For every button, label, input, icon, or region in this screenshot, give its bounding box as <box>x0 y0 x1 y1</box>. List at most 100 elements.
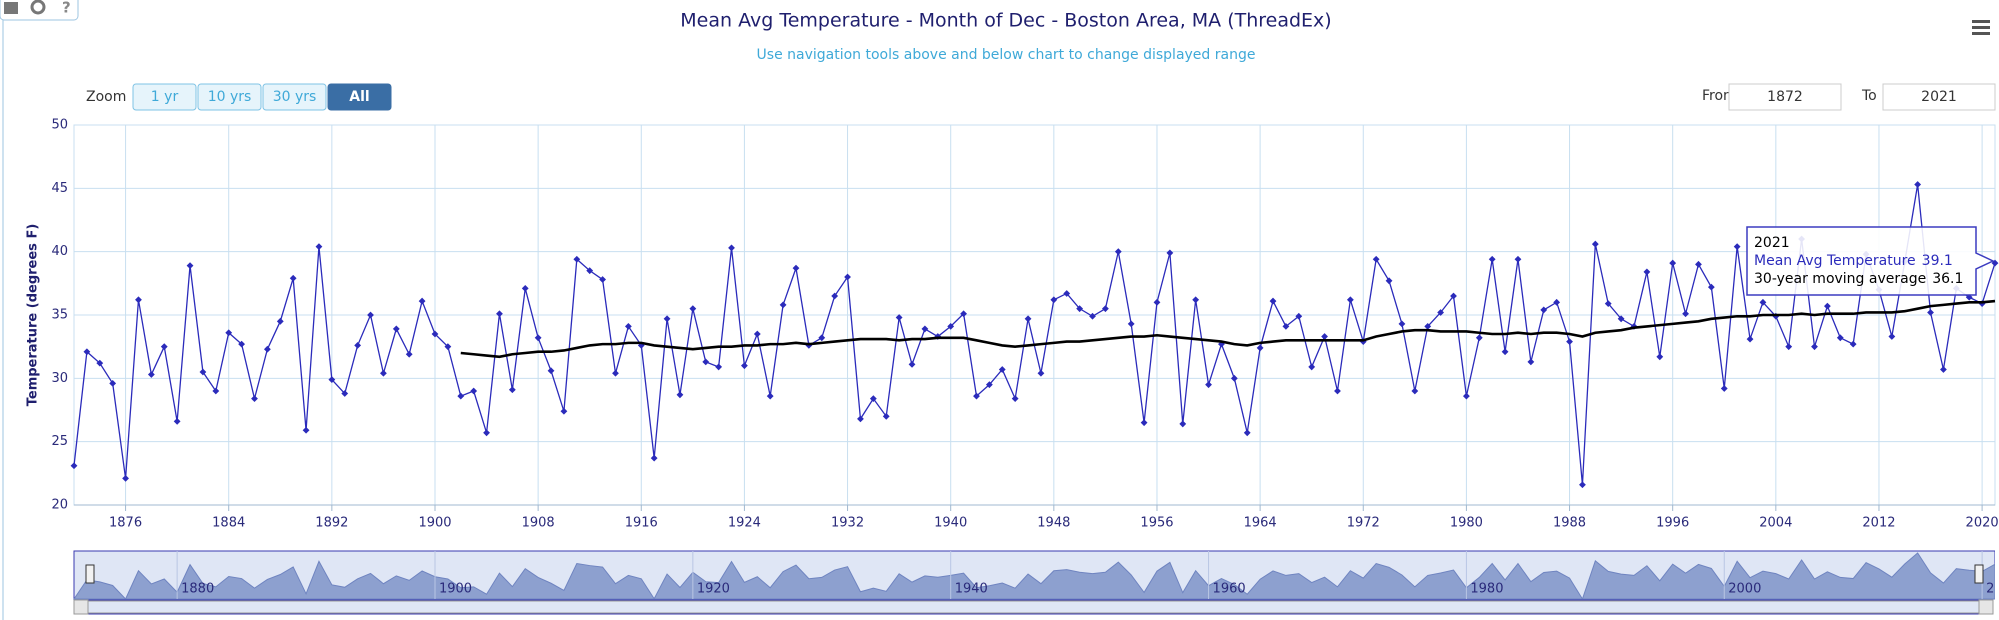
data-point <box>998 366 1006 373</box>
data-point <box>1682 310 1689 318</box>
data-point <box>1424 323 1432 330</box>
data-point <box>483 429 490 437</box>
x-tick-label: 1924 <box>728 516 761 531</box>
data-point <box>341 390 349 397</box>
data-point <box>844 273 851 281</box>
navigator-area <box>73 552 1996 601</box>
data-point <box>882 412 890 420</box>
tooltip-box <box>1746 226 1995 296</box>
menu-bar <box>1972 26 1990 29</box>
scrollbar-thumb[interactable] <box>87 600 1980 614</box>
data-point <box>1411 387 1419 395</box>
zoom-button-label[interactable]: 30 yrs <box>273 89 317 105</box>
scrollbar-right-arrow[interactable] <box>1978 599 1994 615</box>
data-point <box>895 314 903 321</box>
data-point <box>857 415 864 423</box>
tooltip-header: 2021 <box>1754 235 1790 251</box>
zoom-button[interactable] <box>197 83 262 111</box>
navigator-handle[interactable] <box>85 564 95 584</box>
data-point <box>135 296 142 304</box>
data-point <box>1643 268 1651 276</box>
y-tick-label: 25 <box>51 434 68 449</box>
data-point <box>1179 420 1187 428</box>
y-tick-label: 30 <box>51 371 68 386</box>
data-point <box>728 244 735 252</box>
data-point <box>1823 302 1831 310</box>
data-point <box>1321 333 1328 340</box>
data-point <box>1334 387 1341 395</box>
x-tick-label: 1908 <box>522 516 555 531</box>
scrollbar-left-arrow[interactable] <box>73 599 89 615</box>
data-point <box>1166 249 1174 257</box>
data-point <box>186 262 194 269</box>
data-point <box>457 392 465 400</box>
zoom-button[interactable] <box>262 83 327 111</box>
tooltip: 2021 Mean Avg Temperature 39.1 30-year movi… <box>1746 226 1995 296</box>
from-input[interactable] <box>1728 83 1842 111</box>
tooltip-value: 39.1 <box>1922 253 1953 269</box>
data-point <box>470 387 478 395</box>
toolbar: ? <box>0 0 79 21</box>
y-tick-label: 20 <box>51 498 68 513</box>
data-point <box>1488 255 1496 263</box>
y-axis-label: Temperature (degrees F) <box>26 224 41 407</box>
data-point <box>1192 296 1200 304</box>
data-point <box>831 292 839 300</box>
menu-icon[interactable] <box>1972 20 1990 35</box>
x-tick-label: 1932 <box>831 516 864 531</box>
data-point <box>276 317 284 325</box>
data-point <box>1140 419 1148 427</box>
data-point <box>508 386 516 394</box>
settings-icon[interactable] <box>30 0 46 15</box>
data-point <box>1450 292 1457 300</box>
chart-title: Mean Avg Temperature - Month of Dec - Bo… <box>680 10 1331 32</box>
data-point <box>1102 305 1109 313</box>
data-point <box>741 362 748 370</box>
navigator-tick-label: 1900 <box>439 582 472 597</box>
data-point <box>1024 315 1032 323</box>
series-line <box>460 299 1996 359</box>
tooltip-series-name: Mean Avg Temperature <box>1754 253 1916 269</box>
zoom-button-label[interactable]: 10 yrs <box>208 89 252 105</box>
zoom-button-label[interactable]: All <box>349 89 369 105</box>
data-point <box>624 323 632 330</box>
data-point <box>70 462 78 470</box>
data-point <box>1398 320 1406 328</box>
data-point <box>1836 334 1844 342</box>
data-point <box>199 368 207 376</box>
data-point <box>1720 385 1728 392</box>
data-point <box>1475 334 1483 342</box>
data-point <box>521 285 529 292</box>
data-point <box>225 329 233 337</box>
y-tick-label: 45 <box>51 181 68 196</box>
toolbar-box <box>0 0 79 21</box>
data-point <box>1346 296 1354 304</box>
data-point <box>1591 240 1599 248</box>
navigator-tick-label: 1980 <box>1470 582 1503 597</box>
data-point <box>1553 298 1561 306</box>
help-icon[interactable]: ? <box>62 0 71 17</box>
x-tick-label: 1964 <box>1244 516 1277 531</box>
zoom-button[interactable] <box>327 83 392 111</box>
tooltip-row: 30-year moving average 36.1 <box>1754 271 1963 287</box>
data-point <box>496 310 503 318</box>
data-point <box>1604 300 1612 307</box>
data-point <box>1927 309 1934 316</box>
data-point <box>380 369 387 377</box>
to-value[interactable]: 2021 <box>1921 89 1957 105</box>
from-label: From <box>1702 88 1737 104</box>
zoom-button[interactable] <box>132 83 197 111</box>
data-point <box>173 418 181 425</box>
navigator-handle[interactable] <box>1974 564 1984 584</box>
data-point <box>1527 358 1535 366</box>
navigator-tick-label: 1920 <box>697 582 730 597</box>
data-point <box>354 342 362 349</box>
to-input[interactable] <box>1882 83 1996 111</box>
print-icon[interactable] <box>4 2 18 14</box>
data-point <box>315 243 323 250</box>
data-point <box>238 340 246 348</box>
zoom-button-label[interactable]: 1 yr <box>151 89 179 105</box>
from-value[interactable]: 1872 <box>1767 89 1803 105</box>
tooltip-series-name: 30-year moving average <box>1754 271 1926 287</box>
